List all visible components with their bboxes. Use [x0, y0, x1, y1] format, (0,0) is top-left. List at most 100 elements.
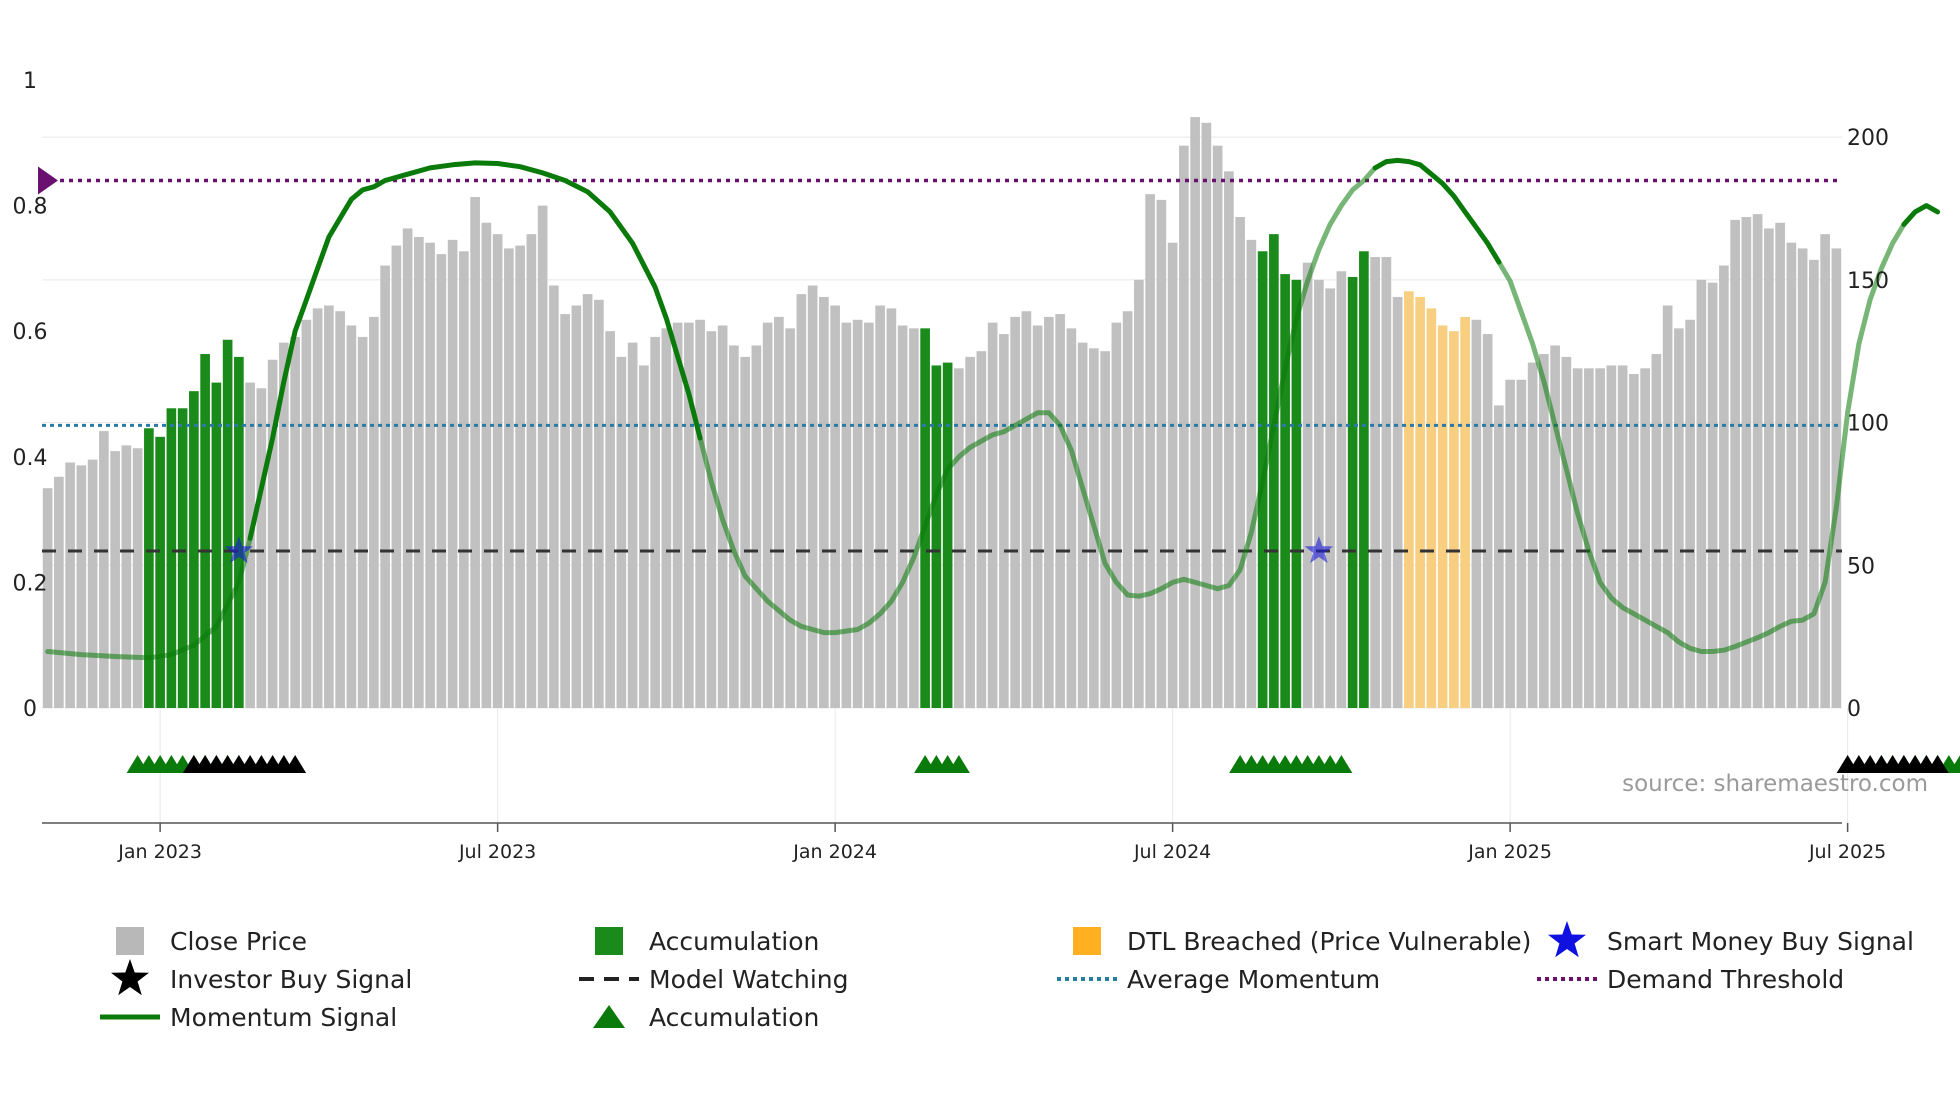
legend-label: Accumulation — [649, 1003, 819, 1032]
close-price-bar — [1224, 171, 1234, 709]
close-price-bar — [537, 205, 548, 708]
close-price-bar — [1235, 217, 1245, 708]
close-price-bar — [425, 242, 435, 708]
close-price-bar — [1325, 288, 1335, 708]
x-tick-label: Jan 2023 — [117, 841, 202, 863]
close-price-bar — [1111, 322, 1122, 708]
close-price-bar — [76, 465, 87, 708]
close-price-bar — [1336, 271, 1347, 708]
x-tick-label: Jan 2024 — [792, 841, 877, 863]
legend-square-swatch — [116, 927, 144, 955]
close-price-bar — [1212, 145, 1223, 708]
smart-money-buy-signals — [224, 536, 1334, 564]
dtl-breached-bar — [1460, 316, 1470, 708]
accumulation-triangle — [1949, 755, 1960, 773]
legend-label: Accumulation — [649, 927, 819, 956]
momentum-signal-segment — [1496, 221, 1907, 654]
close-price-bar — [1314, 279, 1324, 708]
close-price-bar — [886, 308, 897, 708]
accumulation-bar — [166, 408, 177, 708]
investor-buy-triangle — [284, 755, 307, 773]
close-price-bar — [87, 459, 98, 708]
close-price-bar — [1044, 316, 1054, 708]
close-price-bar — [785, 328, 795, 708]
close-price-bar — [436, 254, 447, 708]
accumulation-bar — [211, 382, 222, 708]
momentum-signal-segment — [45, 535, 253, 661]
legend-label: Close Price — [170, 927, 307, 956]
legend-square-swatch — [1073, 927, 1101, 955]
close-price-bar — [324, 305, 334, 708]
smart-money-star — [1304, 536, 1334, 564]
close-price-bar — [470, 197, 480, 709]
legend-item: Momentum Signal — [100, 1003, 397, 1032]
momentum-signal-segment — [1901, 203, 1941, 227]
close-price-bar — [1010, 316, 1020, 708]
legend-item: Smart Money Buy Signal — [1548, 921, 1914, 958]
close-price-bar — [672, 322, 683, 708]
close-price-bar — [256, 388, 267, 708]
close-price-bar — [526, 234, 537, 708]
legend-label: Demand Threshold — [1607, 965, 1844, 994]
close-price-bar — [1156, 199, 1167, 708]
legend-item: Demand Threshold — [1537, 965, 1844, 994]
close-price-bar — [65, 462, 75, 708]
close-price-bar — [42, 488, 53, 708]
close-price-bars — [42, 117, 1842, 709]
legend-item: Close Price — [116, 927, 307, 956]
close-price-bar — [357, 336, 368, 708]
legend-triangle-swatch — [593, 1005, 625, 1028]
y-left-tick-label: 0.4 — [13, 446, 48, 471]
chart-legend: Close Price Accumulation DTL Breached (Pri… — [100, 921, 1914, 1032]
close-price-bar — [875, 305, 885, 708]
legend-item: Average Momentum — [1057, 965, 1380, 994]
close-price-bar — [380, 265, 390, 708]
x-tick-label: Jul 2025 — [1808, 841, 1886, 863]
close-price-bar — [740, 356, 750, 708]
close-price-bar — [279, 342, 289, 708]
close-price-bar — [571, 305, 582, 708]
legend-item: Model Watching — [579, 965, 849, 994]
close-price-bar — [1584, 368, 1594, 708]
legend-label: Smart Money Buy Signal — [1607, 927, 1914, 956]
close-price-bar — [1674, 328, 1684, 708]
y-right-tick-label: 0 — [1847, 697, 1861, 722]
close-price-bar — [99, 431, 109, 708]
accumulation-bar — [222, 339, 233, 708]
close-price-bar — [1527, 362, 1538, 708]
y-right-tick-label: 50 — [1847, 554, 1875, 579]
close-price-bar — [1021, 311, 1032, 708]
close-price-bar — [1786, 242, 1797, 708]
close-price-bar — [605, 331, 615, 708]
close-price-bar — [1572, 368, 1583, 708]
accumulation-bar — [942, 362, 953, 708]
accumulation-bar — [1347, 276, 1358, 708]
accumulation-bar — [177, 408, 188, 708]
close-price-bar — [1381, 256, 1392, 708]
close-price-bar — [414, 237, 424, 708]
close-price-bar — [1167, 242, 1178, 708]
close-price-bar — [819, 296, 829, 708]
close-price-bar — [627, 342, 638, 708]
investor-buy-triangle — [1926, 755, 1949, 773]
close-price-bar — [1685, 319, 1695, 708]
accumulation-bar — [155, 436, 165, 708]
y-left-tick-label: 0.6 — [13, 320, 48, 345]
close-price-bar — [459, 251, 469, 708]
close-price-bar — [560, 314, 570, 708]
close-price-bar — [1066, 328, 1077, 708]
close-price-bar — [909, 328, 919, 708]
close-price-bar — [54, 476, 64, 708]
close-price-bar — [852, 319, 863, 708]
close-price-bar — [1617, 365, 1628, 708]
close-price-bar — [954, 368, 964, 708]
y-right-tick-label: 100 — [1847, 412, 1889, 437]
close-price-bar — [1809, 259, 1819, 708]
x-tick-label: Jul 2024 — [1133, 841, 1211, 863]
legend-label: DTL Breached (Price Vulnerable) — [1127, 927, 1531, 956]
close-price-bar — [1482, 334, 1493, 708]
close-price-bar — [639, 365, 649, 708]
accumulation-bar — [1359, 251, 1369, 708]
legend-label: Momentum Signal — [170, 1003, 397, 1032]
close-price-bar — [1561, 356, 1572, 708]
